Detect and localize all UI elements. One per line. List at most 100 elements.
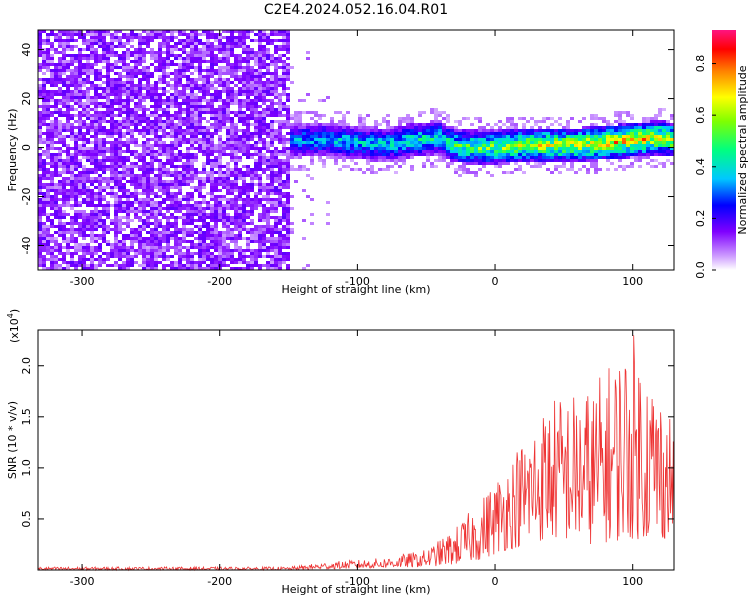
spectrogram-cell <box>146 87 150 90</box>
spectrogram-cell <box>98 264 102 267</box>
spectrogram-cell <box>210 168 214 171</box>
spectrogram-cell <box>74 165 78 168</box>
spectrogram-cell <box>402 141 406 144</box>
spectrogram-cell <box>154 225 158 228</box>
spectrogram-cell <box>202 252 206 255</box>
spectrogram-cell <box>38 42 42 45</box>
spectrogram-cell <box>274 51 278 54</box>
spectrogram-cell <box>182 141 186 144</box>
spectrogram-cell <box>90 72 94 75</box>
spectrogram-cell <box>142 105 146 108</box>
spectrogram-cell <box>202 78 206 81</box>
spectrogram-cell <box>270 39 274 42</box>
spectrogram-cell <box>98 123 102 126</box>
spectrogram-cell <box>62 102 66 105</box>
spectrogram-cell <box>126 267 130 270</box>
spectrogram-cell <box>166 216 170 219</box>
spectrogram-cell <box>338 138 342 141</box>
spectrogram-cell <box>174 216 178 219</box>
spectrogram-cell <box>470 159 474 162</box>
spectrogram-cell <box>46 195 50 198</box>
spectrogram-cell <box>338 156 342 159</box>
spectrogram-cell <box>50 138 54 141</box>
spectrogram-cell <box>154 234 158 237</box>
spectrogram-cell <box>74 120 78 123</box>
spectrogram-cell <box>390 156 394 159</box>
spectrogram-cell <box>174 222 178 225</box>
spectrogram-cell <box>222 69 226 72</box>
spectrogram-cell <box>266 219 270 222</box>
spectrogram-cell <box>158 261 162 264</box>
spectrogram-cell <box>82 81 86 84</box>
spectrogram-cell <box>186 171 190 174</box>
spectrogram-cell <box>374 141 378 144</box>
spectrogram-cell <box>222 165 226 168</box>
spectrogram-cell <box>62 216 66 219</box>
spectrogram-cell <box>222 219 226 222</box>
spectrogram-cell <box>150 93 154 96</box>
spectrogram-cell <box>110 87 114 90</box>
spectrogram-cell <box>110 132 114 135</box>
spectrogram-cell <box>178 102 182 105</box>
spectrogram-cell <box>210 54 214 57</box>
spectrogram-cell <box>66 126 70 129</box>
spectrogram-cell <box>142 183 146 186</box>
spectrogram-cell <box>218 198 222 201</box>
spectrogram-cell <box>286 225 290 228</box>
spectrogram-cell <box>166 108 170 111</box>
spectrogram-cell <box>386 168 390 171</box>
spectrogram-cell <box>102 159 106 162</box>
spectrogram-cell <box>46 123 50 126</box>
spectrogram-cell <box>66 189 70 192</box>
spectrogram-cell <box>174 123 178 126</box>
spectrogram-cell <box>282 213 286 216</box>
spectrogram-cell <box>182 96 186 99</box>
spectrogram-cell <box>138 120 142 123</box>
spectrogram-cell <box>462 171 466 174</box>
spectrogram-cell <box>406 138 410 141</box>
spectrogram-cell <box>494 141 498 144</box>
spectrogram-cell <box>202 69 206 72</box>
spectrogram-cell <box>206 153 210 156</box>
spectrogram-cell <box>150 129 154 132</box>
spectrogram-cell <box>230 138 234 141</box>
spectrogram-cell <box>390 135 394 138</box>
spectrogram-cell <box>138 63 142 66</box>
spectrogram-cell <box>114 222 118 225</box>
spectrogram-cell <box>182 99 186 102</box>
spectrogram-cell <box>386 126 390 129</box>
spectrogram-cell <box>270 162 274 165</box>
spectrogram-cell <box>174 135 178 138</box>
spectrogram-cell <box>38 174 42 177</box>
spectrogram-cell <box>454 156 458 159</box>
spectrogram-cell <box>82 120 86 123</box>
spectrogram-cell <box>178 96 182 99</box>
spectrogram-cell <box>110 192 114 195</box>
spectrogram-cell <box>354 132 358 135</box>
spectrogram-cell <box>206 42 210 45</box>
spectrogram-cell <box>138 57 142 60</box>
spectrogram-cell <box>446 153 450 156</box>
spectrogram-cell <box>234 111 238 114</box>
spectrogram-cell <box>362 138 366 141</box>
spectrogram-cell <box>442 138 446 141</box>
spectrogram-cell <box>478 159 482 162</box>
spectrogram-cell <box>526 141 530 144</box>
spectrogram-cell <box>466 138 470 141</box>
spectrogram-cell <box>226 174 230 177</box>
spectrogram-cell <box>262 33 266 36</box>
spectrogram-cell <box>374 126 378 129</box>
spectrogram-cell <box>90 180 94 183</box>
spectrogram-cell <box>506 147 510 150</box>
spectrogram-cell <box>82 183 86 186</box>
spectrogram-cell <box>410 135 414 138</box>
spectrogram-cell <box>142 135 146 138</box>
spectrogram-cell <box>142 72 146 75</box>
spectrogram-cell <box>54 108 58 111</box>
spectrogram-cell <box>190 222 194 225</box>
spectrogram-cell <box>182 87 186 90</box>
spectrogram-cell <box>134 255 138 258</box>
spectrogram-cell <box>262 243 266 246</box>
spectrogram-cell <box>358 144 362 147</box>
spectrogram-cell <box>166 144 170 147</box>
